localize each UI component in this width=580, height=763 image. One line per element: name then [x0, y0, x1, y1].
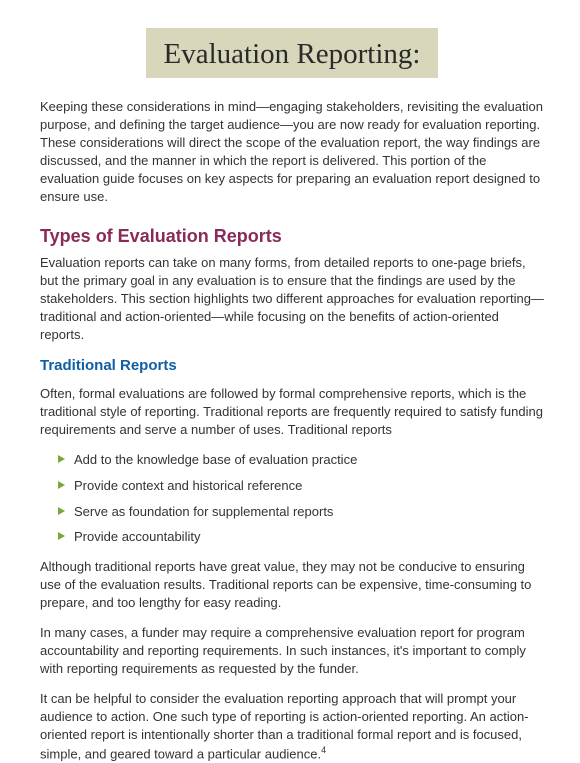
types-heading: Types of Evaluation Reports [40, 224, 544, 249]
traditional-lead: Often, formal evaluations are followed b… [40, 385, 544, 439]
traditional-p4: It can be helpful to consider the evalua… [40, 690, 544, 763]
bullet-item: Serve as foundation for supplemental rep… [58, 503, 544, 521]
bullet-item: Provide accountability [58, 528, 544, 546]
traditional-p2: Although traditional reports have great … [40, 558, 544, 612]
traditional-bullets: Add to the knowledge base of evaluation … [40, 451, 544, 547]
traditional-heading: Traditional Reports [40, 356, 544, 377]
bullet-item: Provide context and historical reference [58, 477, 544, 495]
types-body: Evaluation reports can take on many form… [40, 254, 544, 344]
traditional-p3: In many cases, a funder may require a co… [40, 624, 544, 678]
bullet-item: Add to the knowledge base of evaluation … [58, 451, 544, 469]
traditional-p4-text: It can be helpful to consider the evalua… [40, 691, 529, 761]
page-title: Evaluation Reporting: [146, 28, 439, 78]
footnote-marker: 4 [321, 745, 326, 755]
intro-paragraph: Keeping these considerations in mind—eng… [40, 98, 544, 206]
